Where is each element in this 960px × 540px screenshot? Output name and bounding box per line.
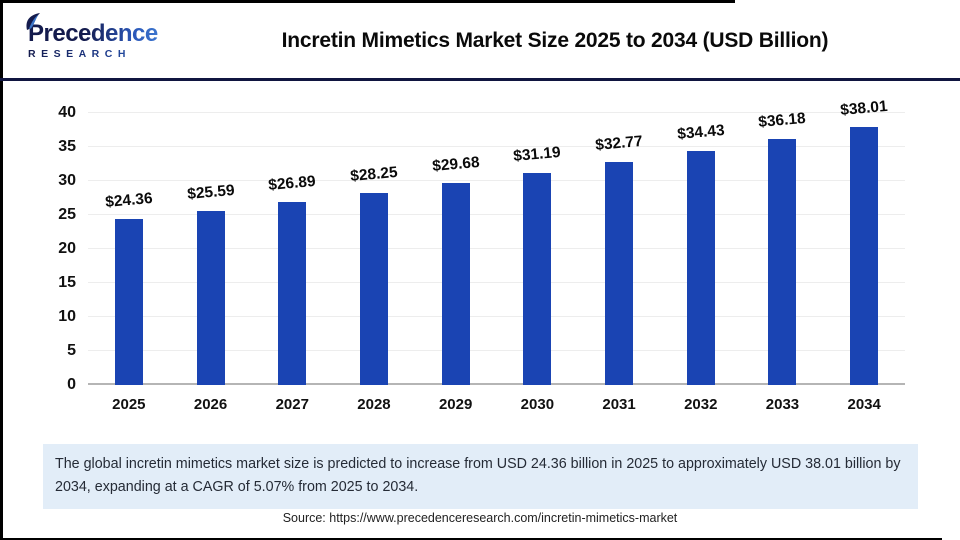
- y-tick-label: 10: [58, 308, 76, 325]
- bar-2029: [441, 183, 470, 385]
- gridline: [88, 316, 905, 317]
- bar-2033: [768, 138, 797, 385]
- bar-slot: $36.18: [742, 109, 824, 385]
- bar-2026: [196, 211, 225, 385]
- y-tick-label: 15: [58, 274, 76, 291]
- x-axis-line: [88, 383, 905, 385]
- summary-note: The global incretin mimetics market size…: [43, 444, 918, 510]
- bar-slot: $38.01: [823, 98, 905, 385]
- bar-2032: [686, 150, 715, 385]
- gridline: [88, 146, 905, 147]
- bar-value-label: $25.59: [186, 181, 235, 204]
- y-tick-label: 30: [58, 172, 76, 189]
- x-tick-label: 2033: [765, 396, 800, 413]
- gridline: [88, 112, 905, 113]
- bar-slot: $28.25: [333, 113, 415, 385]
- bar-value-label: $31.19: [512, 143, 562, 165]
- bar-slot: $29.68: [415, 113, 497, 385]
- bar-value-label: $36.18: [758, 109, 807, 132]
- source-line: Source: https://www.precedenceresearch.c…: [282, 511, 678, 525]
- x-axis: 2025 2026 2027 2028 2029 2030 2031 2032 2033 2034: [88, 396, 905, 413]
- x-tick-label: 2030: [520, 396, 555, 413]
- bar-2031: [605, 162, 634, 385]
- gridline: [88, 180, 905, 181]
- y-tick-label: 0: [67, 376, 76, 393]
- x-tick-label: 2029: [438, 396, 473, 413]
- logo-wordmark: Precedence: [28, 22, 178, 46]
- bar-2025: [114, 219, 143, 385]
- bar-2027: [278, 202, 307, 385]
- frame-edge-bottom: [0, 538, 942, 540]
- x-tick-label: 2026: [193, 396, 228, 413]
- logo-subtitle: RESEARCH: [28, 49, 178, 60]
- bar-2030: [523, 172, 552, 385]
- y-tick-label: 25: [58, 206, 76, 223]
- gridline: [88, 282, 905, 283]
- x-tick-label: 2025: [112, 396, 146, 413]
- bar-2034: [850, 126, 879, 385]
- x-tick-label: 2028: [357, 396, 391, 413]
- y-tick-label: 40: [58, 104, 76, 121]
- precedence-research-logo: Precedence RESEARCH: [26, 13, 178, 60]
- x-tick-label: 2034: [847, 396, 881, 413]
- bar-slot: $31.19: [497, 113, 579, 385]
- chart-title: Incretin Mimetics Market Size 2025 to 20…: [281, 29, 829, 52]
- bar-2028: [359, 192, 388, 385]
- frame-edge-left: [0, 0, 3, 540]
- header: Precedence RESEARCH Incretin Mimetics Ma…: [3, 3, 960, 79]
- bar-value-label: $26.89: [267, 173, 317, 195]
- x-tick-label: 2031: [602, 396, 636, 413]
- bar-value-label: $38.01: [839, 97, 889, 119]
- x-tick-label: 2027: [275, 396, 309, 413]
- x-tick-label: 2032: [684, 396, 718, 413]
- header-divider: [0, 78, 960, 81]
- bar-value-label: $28.25: [349, 163, 399, 185]
- frame-edge-top: [0, 0, 735, 3]
- bar-slot: $34.43: [660, 113, 742, 385]
- gridline: [88, 350, 905, 351]
- bar-value-label: $24.36: [104, 190, 154, 212]
- y-tick-label: 35: [58, 138, 76, 155]
- plot-area: $24.36 $25.59 $26.89 $28.25 $29.68 $31.19 $32.…: [88, 98, 905, 385]
- gridline: [88, 214, 905, 215]
- bar-slot: $26.89: [251, 113, 333, 385]
- bar-value-label: $34.43: [676, 121, 726, 143]
- bar-slot: $25.59: [170, 113, 252, 385]
- bar-slot: $24.36: [88, 113, 170, 385]
- y-tick-label: 20: [58, 240, 76, 257]
- bar-value-label: $29.68: [431, 154, 480, 176]
- gridline: [88, 248, 905, 249]
- leaf-icon: [26, 13, 40, 31]
- bar-value-label: $32.77: [594, 133, 644, 155]
- bar-slot: $32.77: [578, 113, 660, 385]
- y-axis: 0 5 10 15 20 25 30 35 40: [20, 104, 76, 393]
- y-tick-label: 5: [67, 342, 76, 359]
